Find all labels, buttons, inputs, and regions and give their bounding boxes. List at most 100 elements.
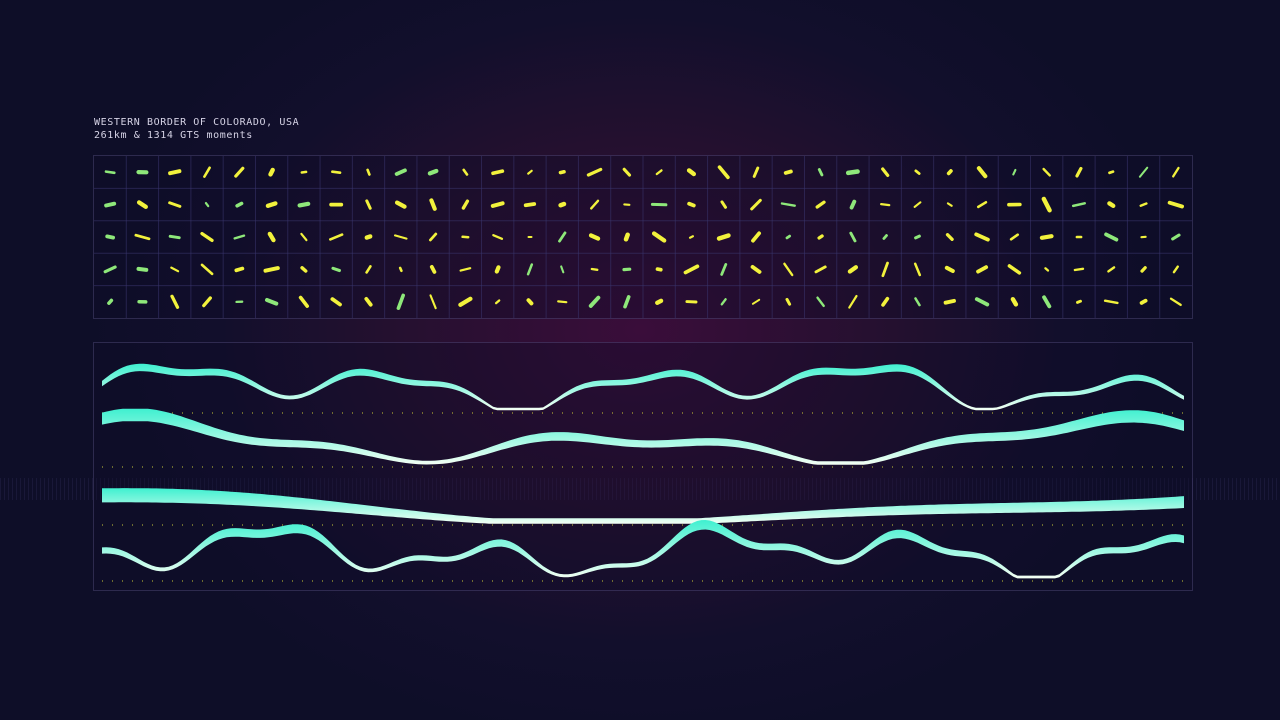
waveform-chart (102, 363, 1184, 582)
glyph-mark (265, 298, 279, 306)
glyph-mark (429, 294, 437, 310)
glyph-mark (300, 266, 308, 273)
glyph-mark (1103, 299, 1119, 305)
glyph-mark (136, 266, 149, 272)
glyph-mark (234, 266, 245, 273)
glyph-mark (263, 266, 280, 273)
glyph-mark (588, 233, 601, 241)
glyph-mark (783, 262, 794, 277)
glyph-mark (588, 295, 601, 308)
glyph-mark (560, 265, 565, 274)
glyph-grid (94, 156, 1192, 318)
glyph-mark (1169, 297, 1182, 307)
glyph-mark (1140, 266, 1147, 273)
glyph-mark (233, 234, 246, 240)
glyph-mark (297, 201, 311, 208)
glyph-mark (914, 169, 921, 175)
glyph-mark (1172, 265, 1180, 274)
glyph-mark (845, 169, 860, 176)
glyph-mark (393, 234, 408, 240)
glyph-mark (558, 170, 566, 175)
glyph-mark (170, 266, 180, 273)
glyph-mark (1171, 233, 1181, 241)
glyph-mark (1172, 166, 1180, 178)
glyph-mark (783, 169, 793, 175)
glyph-mark (104, 201, 117, 208)
glyph-mark (720, 200, 727, 209)
glyph-mark (1167, 200, 1184, 209)
glyph-mark (882, 234, 888, 240)
glyph-mark (331, 266, 341, 273)
glyph-mark (168, 201, 182, 208)
glyph-mark (976, 265, 989, 274)
glyph-mark (1138, 166, 1149, 178)
background-dot-band (0, 478, 1280, 500)
glyph-mark (364, 296, 373, 307)
wave-ribbon (102, 408, 1184, 465)
glyph-mark (946, 169, 953, 176)
glyph-mark (687, 201, 696, 208)
glyph-mark (914, 297, 921, 307)
glyph-mark (751, 298, 761, 305)
glyph-mark (429, 265, 437, 274)
glyph-mark (365, 199, 372, 210)
glyph-mark (557, 300, 568, 304)
glyph-mark (1108, 170, 1115, 175)
glyph-mark (1104, 232, 1119, 242)
glyph-mark (750, 264, 762, 274)
glyph-mark (655, 267, 663, 272)
glyph-mark (1076, 299, 1082, 304)
wave-ribbon (102, 363, 1184, 411)
glyph-mark (428, 232, 438, 242)
glyph-mark (1007, 264, 1022, 275)
glyph-mark (300, 170, 308, 174)
glyph-mark (1073, 267, 1085, 272)
glyph-mark (881, 296, 890, 307)
glyph-mark (1107, 201, 1116, 208)
glyph-mark (366, 168, 371, 176)
glyph-mark (298, 295, 309, 308)
glyph-mark (1010, 296, 1019, 307)
glyph-mark (1012, 168, 1017, 176)
glyph-mark (265, 201, 278, 208)
glyph-mark (913, 262, 922, 277)
glyph-mark (881, 167, 890, 177)
glyph-mark (267, 231, 276, 243)
glyph-mark (427, 168, 439, 176)
glyph-mark (590, 199, 600, 210)
glyph-mark (752, 166, 760, 178)
glyph-mark (651, 231, 667, 243)
glyph-mark (168, 234, 181, 240)
chart-title: WESTERN BORDER OF COLORADO, USA (94, 117, 300, 128)
glyph-mark (364, 234, 373, 240)
glyph-mark (1139, 298, 1148, 305)
glyph-mark (331, 170, 342, 175)
glyph-mark (523, 202, 537, 208)
glyph-mark (849, 231, 857, 243)
glyph-mark (780, 202, 796, 207)
glyph-mark (622, 167, 632, 177)
glyph-mark (396, 293, 406, 310)
glyph-mark (329, 233, 344, 241)
glyph-mark (398, 266, 403, 273)
waveform-panel (93, 342, 1193, 591)
glyph-mark (720, 263, 728, 276)
glyph-mark (716, 233, 731, 241)
glyph-mark (168, 169, 182, 176)
glyph-mark (913, 201, 922, 208)
glyph-mark (974, 297, 990, 307)
glyph-mark (1041, 196, 1052, 213)
glyph-mark (462, 168, 469, 176)
glyph-mark (494, 265, 501, 274)
glyph-mark (590, 267, 599, 271)
glyph-mark (974, 232, 990, 242)
glyph-mark (235, 201, 244, 208)
glyph-mark (847, 265, 859, 274)
glyph-mark (849, 199, 857, 210)
glyph-mark (200, 263, 214, 276)
glyph-mark (1071, 202, 1086, 208)
glyph-mark (1009, 233, 1020, 241)
glyph-mark (558, 231, 567, 243)
glyph-mark (491, 169, 505, 176)
glyph-mark (107, 298, 114, 305)
